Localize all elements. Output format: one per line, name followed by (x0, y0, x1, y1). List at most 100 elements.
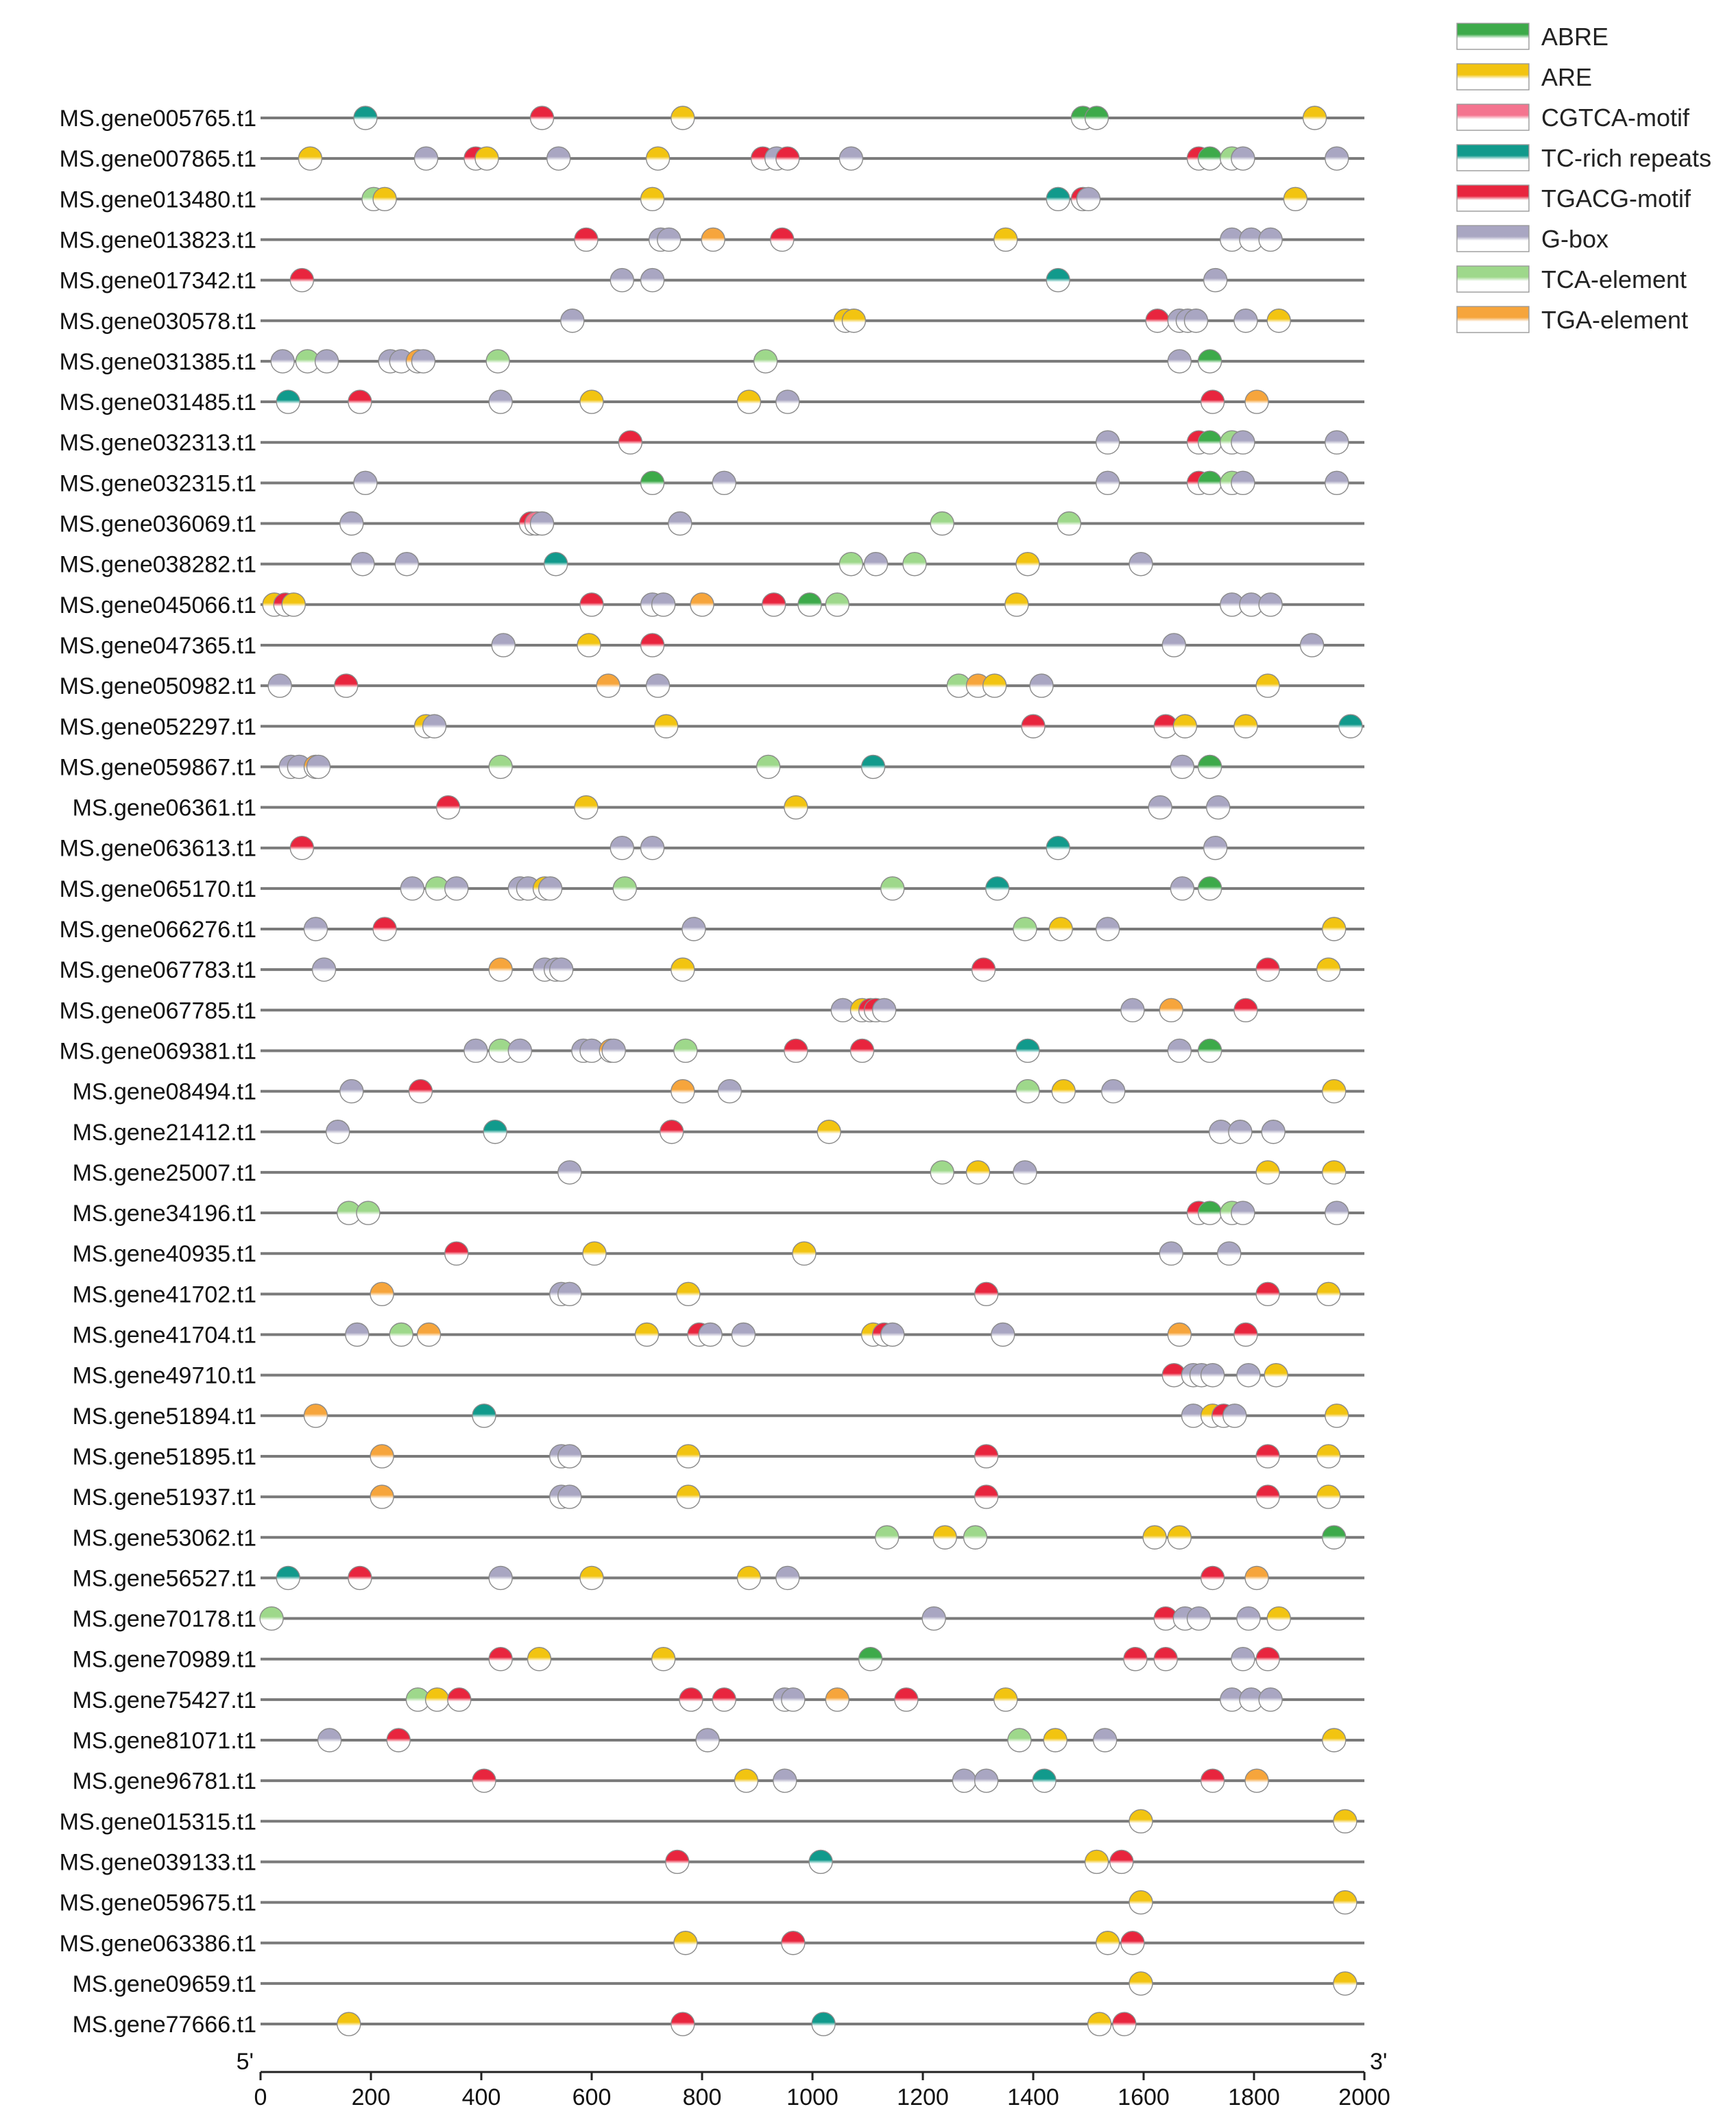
gene-row: MS.gene09659.t1 (73, 1971, 1364, 1997)
motif-are-mark (1167, 1525, 1192, 1550)
gene-label: MS.gene013823.t1 (60, 227, 256, 253)
motif-tgacg-mark (579, 592, 604, 617)
gene-label: MS.gene047365.t1 (60, 633, 256, 659)
gene-row: MS.gene066276.t1 (60, 917, 1364, 943)
x-tick-label: 1600 (1118, 2084, 1170, 2110)
motif-tgacg-mark (781, 1931, 806, 1955)
motif-gbox-mark (781, 1687, 806, 1712)
motif-gbox-mark (657, 227, 682, 252)
gene-row: MS.gene96781.t1 (73, 1768, 1364, 1794)
legend-label: TCA-element (1541, 265, 1687, 293)
motif-gbox-mark (1236, 1606, 1261, 1631)
motif-tgacg-mark (1145, 309, 1170, 333)
motif-abre-mark (1197, 349, 1222, 374)
motif-abre-mark (1197, 754, 1222, 780)
gene-row: MS.gene81071.t1 (73, 1728, 1364, 1754)
motif-tca-mark (356, 1201, 381, 1225)
gene-label: MS.gene030578.t1 (60, 309, 256, 335)
motif-are-mark (281, 592, 306, 617)
motif-gbox-mark (1200, 1362, 1225, 1388)
motif-tca-mark (1015, 1079, 1040, 1104)
gene-label: MS.gene007865.t1 (60, 146, 256, 172)
gene-label: MS.gene067785.t1 (60, 998, 256, 1024)
gene-label: MS.gene51937.t1 (73, 1484, 256, 1510)
motif-abre-mark (858, 1646, 883, 1672)
motif-tgacg-mark (372, 917, 397, 941)
gene-row: MS.gene25007.t1 (73, 1160, 1364, 1186)
motif-gbox-mark (775, 1565, 800, 1591)
x-tick-label: 400 (462, 2084, 501, 2110)
motif-tgacg-mark (665, 1849, 690, 1875)
motif-tca-mark (485, 349, 510, 374)
motif-gbox-mark (1217, 1241, 1242, 1266)
gene-label: MS.gene063613.t1 (60, 836, 256, 862)
motif-gbox-mark (546, 146, 571, 171)
motif-tgacg-mark (386, 1728, 411, 1752)
motif-abre-mark (797, 592, 822, 617)
gene-label: MS.gene032315.t1 (60, 470, 256, 496)
gene-row: MS.gene059867.t1 (60, 754, 1364, 780)
gene-label: MS.gene059675.t1 (60, 1890, 256, 1916)
motif-tgacg-mark (1109, 1849, 1134, 1875)
motif-tgacg-mark (289, 835, 315, 860)
motif-are-mark (1255, 673, 1280, 698)
x-tick-label: 200 (352, 2084, 391, 2110)
motif-are-mark (1255, 1160, 1280, 1185)
gene-label: MS.gene017342.t1 (60, 268, 256, 294)
motif-tgacg-mark (712, 1687, 736, 1712)
gene-row: MS.gene08494.t1 (73, 1079, 1364, 1105)
motif-gbox-mark (1095, 917, 1120, 941)
gene-label: MS.gene96781.t1 (73, 1768, 256, 1794)
motif-gbox-mark (306, 754, 331, 780)
motif-tga-mark (370, 1444, 394, 1469)
motif-abre-mark (1197, 146, 1222, 171)
motif-tgacg-mark (770, 227, 795, 252)
legend-label: ARE (1541, 63, 1592, 91)
motif-tgacg-mark (894, 1687, 919, 1712)
motif-gbox-mark (270, 349, 295, 374)
motif-tc-mark (483, 1120, 507, 1144)
motif-are-mark (676, 1281, 701, 1307)
motif-are-mark (1129, 1890, 1153, 1915)
gene-row: MS.gene063386.t1 (60, 1931, 1364, 1957)
motif-tga-mark (1159, 998, 1183, 1023)
gene-label: MS.gene34196.t1 (73, 1201, 256, 1227)
motif-tgacg-mark (1200, 1768, 1225, 1793)
motif-tc-mark (1338, 714, 1363, 738)
motif-abre-mark (640, 470, 665, 496)
gene-row: MS.gene21412.t1 (73, 1120, 1364, 1146)
motif-tga-mark (370, 1281, 394, 1307)
gene-row: MS.gene059675.t1 (60, 1890, 1364, 1916)
motif-are-mark (1333, 1971, 1358, 1996)
legend-item: CGTCA-motif (1456, 104, 1690, 132)
motif-tga-mark (690, 592, 714, 617)
motif-are-mark (1129, 1971, 1153, 1996)
gene-label: MS.gene81071.t1 (73, 1728, 256, 1754)
motif-gbox-mark (668, 511, 692, 536)
legend-swatch (1456, 184, 1530, 212)
motif-abre-mark (1197, 1201, 1222, 1225)
motif-tgacg-mark (1233, 1322, 1258, 1347)
gene-row: MS.gene032313.t1 (60, 430, 1364, 456)
gene-label: MS.gene038282.t1 (60, 552, 256, 578)
motif-tc-mark (353, 106, 378, 130)
motif-gbox-mark (1029, 673, 1054, 698)
motif-are-mark (474, 146, 499, 171)
motif-tgacg-mark (1200, 1565, 1225, 1591)
motif-are-mark (841, 309, 867, 333)
motif-gbox-mark (1258, 227, 1283, 252)
motif-gbox-mark (557, 1160, 582, 1185)
motif-tga-mark (1244, 389, 1269, 414)
gene-label: MS.gene050982.t1 (60, 673, 256, 699)
gene-label: MS.gene25007.t1 (73, 1160, 256, 1186)
motif-are-mark (1266, 309, 1291, 333)
motif-tgacg-mark (679, 1687, 703, 1712)
motif-gbox-mark (1325, 146, 1349, 171)
motif-abre-mark (1197, 876, 1222, 901)
legend-label: CGTCA-motif (1541, 104, 1690, 132)
motif-tga-mark (671, 1079, 695, 1104)
motif-gbox-mark (1013, 1160, 1037, 1185)
legend-label: G-box (1541, 225, 1608, 253)
motif-tc-mark (808, 1849, 833, 1875)
